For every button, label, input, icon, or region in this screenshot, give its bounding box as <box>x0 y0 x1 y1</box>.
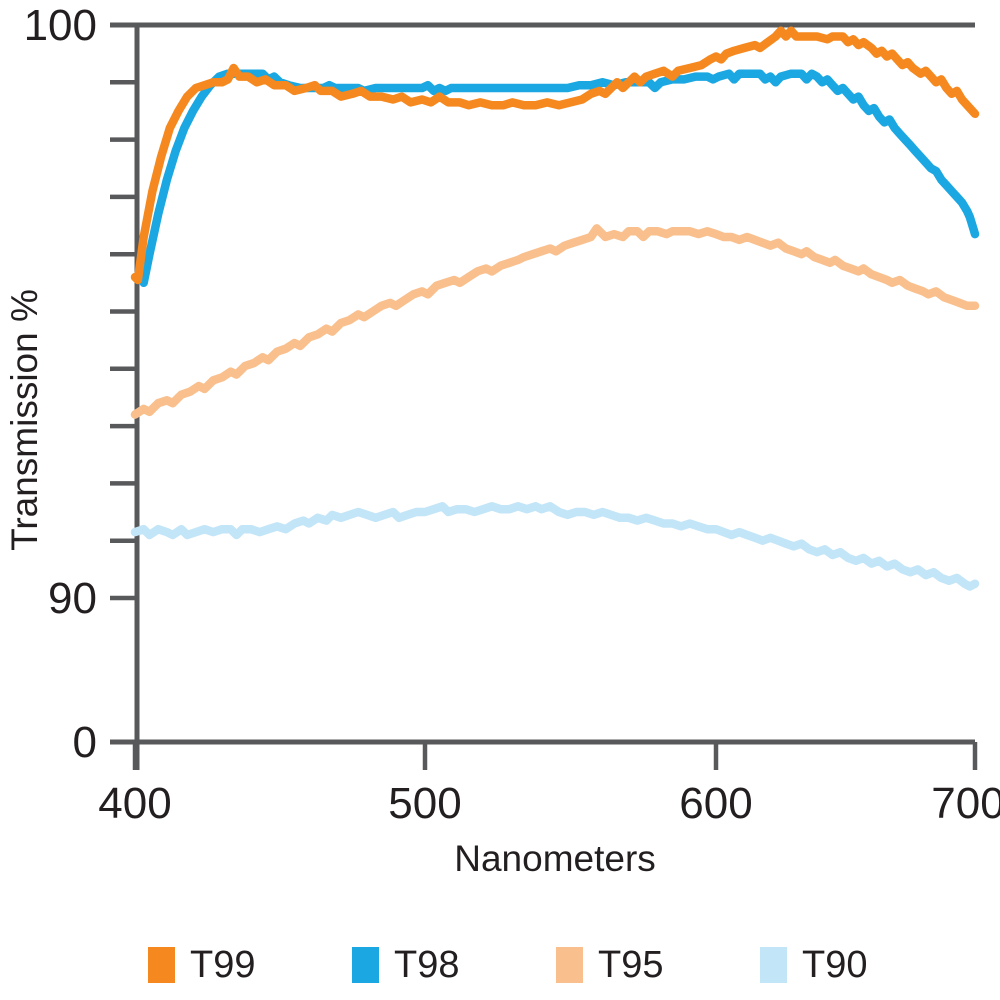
x-tick-label-400: 400 <box>98 779 172 828</box>
legend-item-t95: T95 <box>556 946 663 984</box>
series-line-t99 <box>130 26 980 285</box>
y-tick-label-0: 0 <box>72 718 97 767</box>
legend-swatch-t95 <box>556 947 583 983</box>
legend-label-t95: T95 <box>598 944 664 986</box>
legend-swatch-t98 <box>352 947 379 983</box>
legend-label-t90: T90 <box>802 944 868 986</box>
series-line-t90 <box>130 502 980 591</box>
x-tick-label-500: 500 <box>388 779 462 828</box>
legend-swatch-t90 <box>760 947 787 983</box>
legend-item-t98: T98 <box>352 946 459 984</box>
x-axis-title: Nanometers <box>454 838 656 879</box>
legend-label-t98: T98 <box>394 944 460 986</box>
legend-swatch-t99 <box>148 947 175 983</box>
legend-item-t90: T90 <box>760 946 867 984</box>
y-axis-title: Transmission % <box>4 289 45 551</box>
y-tick-label-100: 100 <box>23 1 97 50</box>
legend-label-t99: T99 <box>190 944 256 986</box>
legend-item-t99: T99 <box>148 946 255 984</box>
y-tick-label-90: 90 <box>48 574 97 623</box>
x-tick-label-700: 700 <box>931 779 1000 828</box>
series-line-t95 <box>130 224 980 419</box>
x-tick-label-600: 600 <box>679 779 753 828</box>
